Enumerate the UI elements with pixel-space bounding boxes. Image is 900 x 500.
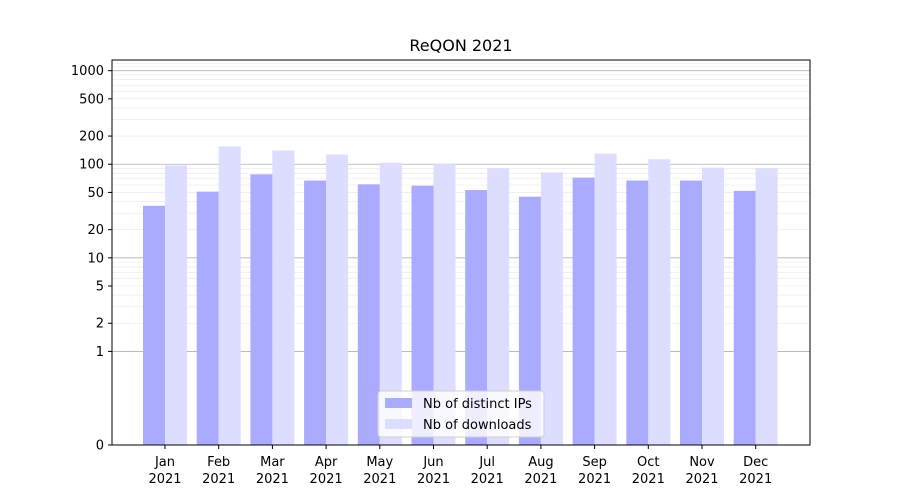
- x-tick-label-year: 2021: [310, 472, 343, 487]
- legend-label-downloads: Nb of downloads: [423, 418, 532, 433]
- bar-downloads-oct: [648, 159, 671, 446]
- bar-distinct-ips-aug: [518, 196, 541, 445]
- x-tick-label-year: 2021: [632, 472, 665, 487]
- x-tick-label-year: 2021: [739, 472, 772, 487]
- bar-downloads-dec: [755, 168, 778, 445]
- y-tick-label: 10: [87, 251, 104, 266]
- plot-frame: [111, 59, 811, 446]
- bar-downloads-may: [379, 162, 402, 445]
- legend: Nb of distinct IPs Nb of downloads: [377, 390, 545, 438]
- bar-distinct-ips-jun: [411, 185, 434, 446]
- x-tick-label-month: Aug: [528, 455, 553, 470]
- x-tick-label-year: 2021: [202, 472, 235, 487]
- y-tick-label: 2: [96, 317, 104, 332]
- bar-downloads-apr: [326, 154, 349, 445]
- legend-swatch-distinct-ips: [385, 398, 412, 408]
- y-tick-label: 0: [96, 439, 104, 454]
- bar-downloads-jun: [433, 163, 456, 445]
- x-tick-label-month: Jun: [422, 455, 443, 470]
- bar-distinct-ips-mar: [250, 174, 273, 445]
- chart-title: ReQON 2021: [409, 36, 512, 55]
- bar-downloads-jul: [487, 168, 510, 445]
- x-tick-label-year: 2021: [256, 472, 289, 487]
- legend-box: [377, 390, 545, 438]
- x-tick-label-year: 2021: [417, 472, 450, 487]
- bar-distinct-ips-jan: [143, 205, 165, 445]
- bar-distinct-ips-apr: [304, 180, 327, 446]
- y-tick-label: 100: [79, 158, 104, 173]
- x-tick-label-month: Jul: [478, 455, 495, 470]
- x-tick-label-month: May: [366, 455, 393, 470]
- y-tick-label: 50: [87, 186, 104, 201]
- x-tick-label-year: 2021: [578, 472, 611, 487]
- y-tick-label: 200: [79, 130, 104, 145]
- x-tick-label-year: 2021: [148, 472, 181, 487]
- x-tick-label-month: Feb: [207, 455, 230, 470]
- bar-downloads-jan: [165, 165, 187, 446]
- x-tick-label-month: Nov: [689, 455, 715, 470]
- bar-distinct-ips-dec: [733, 190, 756, 445]
- axes: 0 1 2 5 10 20 50 100 200 500 1000 Jan 2021 Feb 2021 Mar…: [71, 64, 772, 487]
- bar-downloads-aug: [540, 172, 563, 446]
- bar-downloads-feb: [218, 146, 241, 446]
- x-tick-label-month: Sep: [582, 455, 607, 470]
- bar-distinct-ips-feb: [196, 191, 219, 445]
- bar-distinct-ips-sep: [572, 177, 595, 446]
- bar-downloads-mar: [272, 150, 295, 445]
- bars: [143, 146, 778, 446]
- bar-distinct-ips-may: [357, 184, 380, 445]
- bar-distinct-ips-nov: [680, 180, 702, 446]
- y-tick-label: 5: [96, 280, 104, 295]
- x-tick-label-month: Apr: [315, 455, 338, 470]
- x-tick-label-year: 2021: [685, 472, 718, 487]
- bar-distinct-ips-oct: [626, 180, 649, 446]
- x-tick-label-year: 2021: [363, 472, 396, 487]
- x-tick-label-month: Dec: [743, 455, 768, 470]
- bar-downloads-nov: [702, 167, 724, 445]
- y-tick-label: 1000: [71, 64, 104, 79]
- x-tick-label-month: Mar: [260, 455, 285, 470]
- y-tick-label: 500: [79, 92, 104, 107]
- y-tick-label: 20: [87, 223, 104, 238]
- y-tick-label: 1: [96, 345, 104, 360]
- bar-distinct-ips-jul: [465, 190, 488, 445]
- legend-label-distinct-ips: Nb of distinct IPs: [423, 397, 532, 412]
- x-tick-label-year: 2021: [524, 472, 557, 487]
- legend-swatch-downloads: [385, 419, 412, 429]
- x-tick-label-year: 2021: [471, 472, 504, 487]
- x-tick-label-month: Oct: [637, 455, 659, 470]
- x-tick-label-month: Jan: [154, 455, 175, 470]
- bar-downloads-sep: [594, 153, 617, 446]
